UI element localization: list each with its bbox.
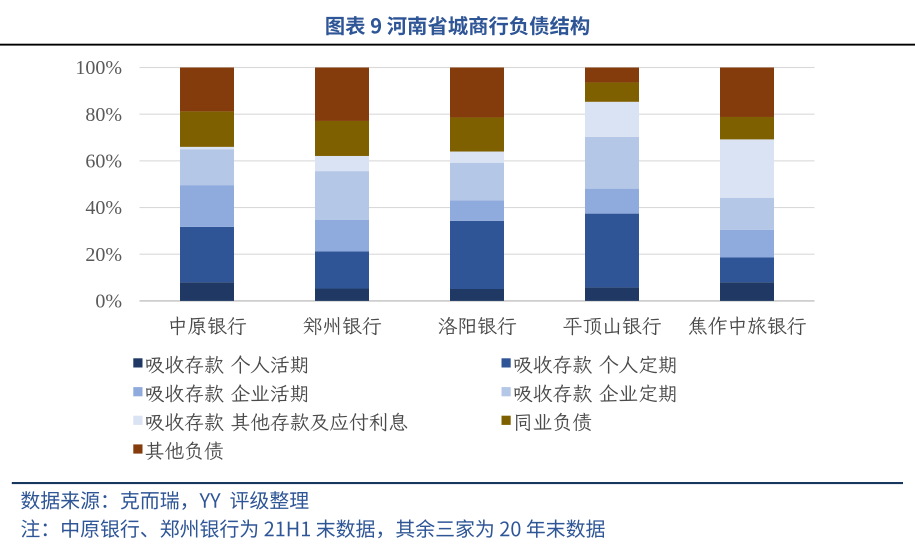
svg-text:80%: 80% xyxy=(85,104,122,126)
svg-text:0%: 0% xyxy=(95,291,122,313)
svg-text:20%: 20% xyxy=(85,244,122,266)
svg-text:60%: 60% xyxy=(85,151,122,173)
svg-text:40%: 40% xyxy=(85,197,122,219)
svg-text:100%: 100% xyxy=(75,57,122,79)
